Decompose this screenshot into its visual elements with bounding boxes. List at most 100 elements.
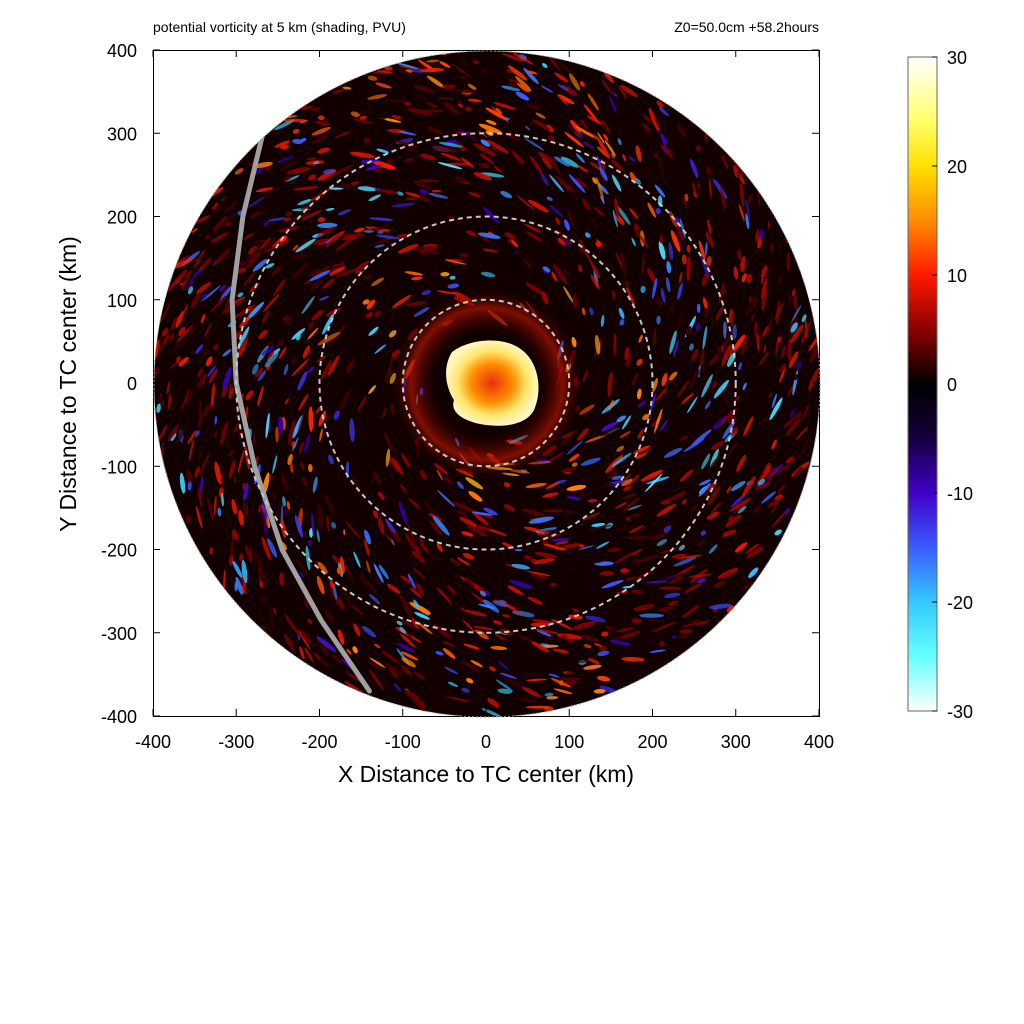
- pv-filament: [569, 73, 580, 91]
- pv-filament: [718, 549, 731, 556]
- pv-filament: [626, 286, 636, 307]
- pv-filament: [319, 295, 329, 301]
- pv-filament: [581, 307, 586, 316]
- pv-filament: [415, 248, 440, 255]
- pv-filament: [263, 616, 274, 640]
- pv-filament: [307, 618, 313, 625]
- pv-filament: [394, 62, 419, 70]
- pv-filament: [730, 480, 746, 491]
- pv-filament: [179, 472, 186, 494]
- pv-filament: [503, 504, 515, 512]
- pv-filament: [342, 86, 352, 90]
- pv-filament: [419, 469, 427, 481]
- pv-filament: [271, 490, 277, 502]
- pv-filament: [426, 670, 434, 676]
- pv-filament: [629, 208, 639, 219]
- pv-filament: [578, 264, 583, 273]
- pv-filament: [437, 581, 452, 592]
- pv-filament: [666, 260, 672, 274]
- pv-filament: [658, 586, 681, 590]
- pv-filament: [768, 391, 773, 398]
- pv-filament: [568, 453, 580, 462]
- pv-filament: [540, 172, 549, 186]
- pv-filament: [677, 554, 703, 559]
- pv-filament: [508, 79, 521, 84]
- pv-filament: [580, 457, 601, 466]
- pv-filament: [335, 268, 356, 277]
- pv-filament: [644, 473, 663, 493]
- pv-filament: [336, 567, 342, 575]
- pv-filament: [279, 572, 285, 586]
- pv-filament: [440, 271, 450, 277]
- pv-filament: [502, 614, 511, 618]
- pv-filament: [664, 447, 683, 458]
- pv-filament: [696, 182, 701, 191]
- pv-filament: [286, 501, 291, 510]
- pv-filament: [631, 237, 636, 247]
- pv-filament: [562, 236, 572, 248]
- pv-filament: [557, 84, 569, 91]
- pv-filament: [525, 482, 547, 489]
- pv-filament: [363, 138, 371, 143]
- pv-filament: [597, 675, 611, 682]
- pv-filament: [691, 619, 700, 623]
- pv-filament: [509, 580, 533, 589]
- y-tick-label: 200: [107, 208, 137, 228]
- pv-filament: [714, 347, 722, 366]
- pv-filament: [678, 633, 688, 639]
- pv-filament: [354, 270, 365, 273]
- pv-filament: [758, 351, 769, 367]
- pv-filament: [220, 195, 227, 203]
- pv-filament: [373, 563, 384, 584]
- pv-filament: [238, 553, 244, 562]
- pv-filament: [566, 440, 584, 456]
- pv-filament: [493, 102, 516, 110]
- pv-filament: [483, 507, 498, 516]
- pv-filament: [737, 505, 747, 514]
- pv-filament: [320, 360, 332, 380]
- pv-filament: [376, 116, 387, 120]
- pv-filament: [242, 502, 249, 516]
- pv-filament: [664, 592, 681, 599]
- pv-filament: [233, 304, 256, 319]
- pv-filament: [261, 571, 268, 582]
- pv-filament: [212, 215, 228, 232]
- pv-filament: [746, 546, 764, 559]
- pv-filament: [355, 109, 374, 115]
- pv-filament: [367, 75, 378, 81]
- pv-filament: [191, 227, 198, 233]
- pv-filament: [485, 107, 507, 120]
- pv-filament: [246, 249, 262, 269]
- pv-filament: [246, 243, 261, 264]
- pv-filament: [504, 603, 524, 616]
- pv-filament: [631, 548, 642, 556]
- pv-filament: [515, 91, 530, 101]
- pv-filament: [414, 612, 430, 620]
- pv-filament: [789, 409, 795, 417]
- pv-filament: [404, 689, 419, 703]
- pv-filament: [647, 202, 656, 218]
- pv-filament: [295, 559, 309, 576]
- pv-filament: [796, 339, 807, 359]
- pv-filament: [237, 450, 244, 474]
- pv-filament: [787, 338, 792, 362]
- pv-filament: [459, 516, 477, 527]
- pv-filament: [636, 388, 642, 400]
- pv-filament: [560, 434, 571, 446]
- pv-filament: [530, 622, 551, 627]
- pv-filament: [531, 619, 556, 625]
- pv-filament: [560, 543, 581, 550]
- pv-filament: [528, 674, 547, 677]
- x-tick-label: 100: [554, 732, 584, 752]
- pv-filament: [562, 269, 568, 276]
- pv-filament: [733, 165, 739, 179]
- pv-filament: [654, 408, 663, 433]
- pv-filament: [616, 415, 626, 423]
- pv-filament: [473, 172, 493, 181]
- pv-filament: [716, 197, 719, 211]
- pv-filament: [601, 421, 618, 432]
- pv-filament: [419, 189, 428, 194]
- pv-filament: [722, 421, 735, 439]
- pv-filament: [540, 85, 554, 93]
- pv-filament: [195, 506, 203, 529]
